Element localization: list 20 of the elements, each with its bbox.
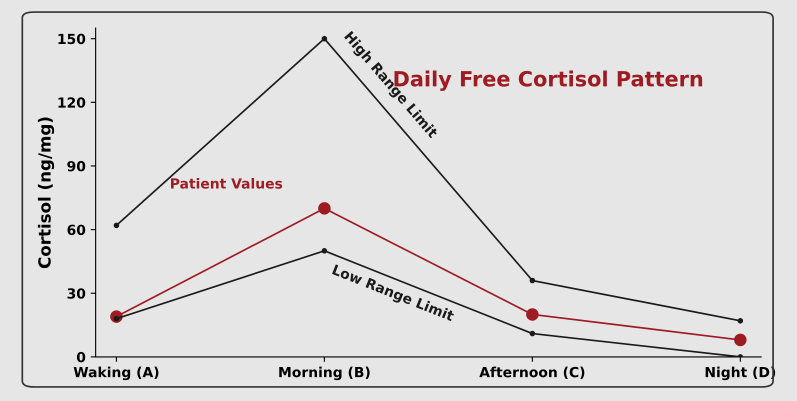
y-tick-label: 90	[67, 160, 86, 172]
x-tick-label: Morning (B)	[279, 366, 370, 380]
point	[738, 318, 744, 324]
point	[318, 202, 331, 215]
y-axis-title: Cortisol (ng/mg)	[38, 117, 54, 268]
y-tick-label: 120	[58, 97, 86, 108]
point	[530, 330, 536, 336]
y-tick-label: 30	[68, 288, 86, 299]
text: Patient Values	[171, 178, 282, 189]
point	[530, 278, 536, 284]
y-tick-label: 60	[67, 224, 86, 236]
x-tick-label: Afternoon (C)	[479, 366, 584, 379]
x-tick-label: Waking (A)	[74, 366, 158, 380]
y-tick-label: 0	[76, 352, 86, 362]
point	[526, 308, 539, 321]
y-tick-label: 150	[58, 34, 86, 44]
point	[114, 222, 120, 228]
point	[322, 248, 328, 254]
point	[322, 36, 328, 42]
point	[734, 334, 747, 346]
